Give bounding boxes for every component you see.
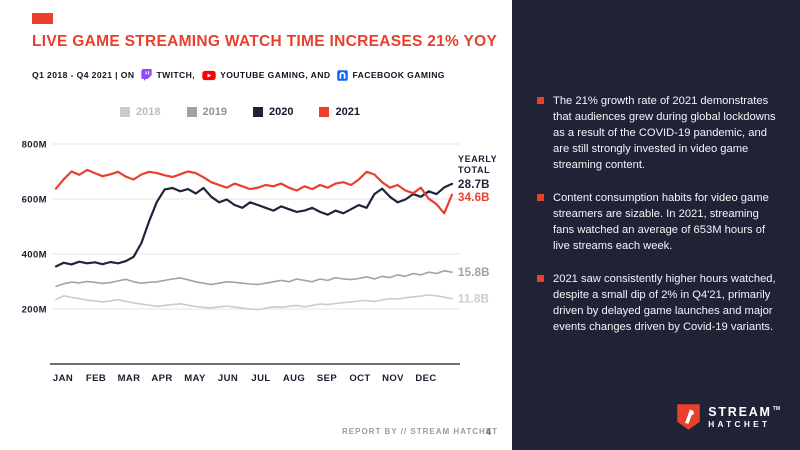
x-tick-label: JUL bbox=[251, 373, 270, 384]
y-tick-label: 800M bbox=[22, 140, 47, 151]
insight-text: Content consumption habits for video gam… bbox=[553, 192, 769, 253]
y-tick-label: 400M bbox=[22, 250, 47, 261]
logo-trademark: TM bbox=[772, 406, 780, 413]
youtube-icon bbox=[202, 70, 216, 81]
logo-text: STREAMTM HATCHET bbox=[708, 404, 780, 430]
legend-label: 2021 bbox=[335, 106, 360, 118]
platform-twitch: TWITCH, bbox=[141, 69, 195, 81]
brand-accent-chip bbox=[32, 13, 53, 24]
bullet-marker bbox=[537, 194, 544, 202]
insight-bullet: The 21% growth rate of 2021 demonstrates… bbox=[537, 93, 779, 173]
x-tick-label: MAR bbox=[118, 373, 141, 384]
subtitle: Q1 2018 - Q4 2021 | ON TWITCH, YOUTUBE G… bbox=[32, 69, 445, 81]
platform-label: FACEBOOK GAMING bbox=[352, 70, 445, 80]
x-tick-label: NOV bbox=[382, 373, 404, 384]
yearly-total-header: TOTAL bbox=[458, 165, 490, 175]
legend-item-2019: 2019 bbox=[186, 106, 227, 118]
yearly-total-2021: 34.6B bbox=[458, 192, 490, 204]
subtitle-prefix: Q1 2018 - Q4 2021 | ON bbox=[32, 70, 135, 80]
logo-line2: HATCHET bbox=[708, 419, 771, 430]
chart-canvas: 800M 600M 400M 200M JAN FEB MAR APR MAY JUN JUL AUG… bbox=[22, 140, 497, 385]
x-tick-label: MAY bbox=[184, 373, 206, 384]
stream-hatchet-logo: STREAMTM HATCHET bbox=[676, 403, 780, 431]
insight-text: The 21% growth rate of 2021 demonstrates… bbox=[553, 95, 776, 172]
report-by-footer: REPORT BY // STREAM HATCHET bbox=[342, 427, 499, 436]
platform-label: TWITCH, bbox=[156, 70, 196, 80]
legend-label: 2018 bbox=[136, 106, 161, 118]
insights-sidebar: The 21% growth rate of 2021 demonstrates… bbox=[512, 0, 800, 450]
series-line-2020 bbox=[54, 182, 454, 268]
hatchet-shield-icon bbox=[677, 404, 700, 430]
bullet-marker bbox=[537, 97, 544, 104]
x-tick-label: DEC bbox=[415, 373, 436, 384]
watch-time-chart: 800M 600M 400M 200M JAN FEB MAR APR MAY JUN JUL AUG… bbox=[18, 126, 497, 396]
insight-bullet: 2021 saw consistently higher hours watch… bbox=[537, 271, 779, 335]
platform-youtube: YOUTUBE GAMING, AND bbox=[202, 70, 330, 81]
twitch-icon bbox=[141, 69, 153, 81]
insight-text: 2021 saw consistently higher hours watch… bbox=[553, 273, 776, 334]
x-tick-label: AUG bbox=[283, 373, 305, 384]
legend-item-2020: 2020 bbox=[253, 106, 293, 118]
x-tick-label: SEP bbox=[317, 373, 337, 384]
legend-item-2018: 2018 bbox=[120, 106, 161, 118]
insight-list: The 21% growth rate of 2021 demonstrates… bbox=[537, 93, 779, 335]
page-number: 4 bbox=[486, 427, 492, 437]
legend-swatch-2018 bbox=[120, 107, 131, 117]
legend-swatch-2020 bbox=[253, 107, 263, 117]
series-line-2018 bbox=[55, 294, 453, 311]
series-line-2021 bbox=[54, 168, 454, 215]
series-line-2019 bbox=[55, 270, 453, 288]
yearly-total-2019: 15.8B bbox=[458, 267, 490, 279]
logo-line1: STREAMTM bbox=[708, 404, 780, 419]
x-tick-label: FEB bbox=[86, 373, 106, 384]
page-title: LIVE GAME STREAMING WATCH TIME INCREASES… bbox=[32, 33, 498, 50]
legend-swatch-2019 bbox=[186, 107, 197, 117]
x-tick-label: APR bbox=[151, 373, 172, 384]
legend-label: 2019 bbox=[202, 106, 227, 118]
yearly-total-2018: 11.8B bbox=[458, 294, 489, 306]
platform-facebook-gaming: FACEBOOK GAMING bbox=[337, 69, 445, 81]
insight-bullet: Content consumption habits for video gam… bbox=[537, 190, 779, 254]
yearly-total-header: YEARLY bbox=[458, 154, 496, 164]
x-tick-label: JAN bbox=[53, 373, 73, 384]
platform-label: YOUTUBE GAMING, AND bbox=[220, 70, 331, 80]
yearly-total-2020: 28.7B bbox=[458, 179, 490, 191]
x-tick-label: OCT bbox=[349, 373, 370, 384]
x-tick-label: JUN bbox=[218, 373, 238, 384]
chart-legend: 2018 2019 2020 2021 bbox=[30, 106, 450, 118]
legend-label: 2020 bbox=[269, 106, 294, 118]
legend-item-2021: 2021 bbox=[319, 106, 360, 118]
legend-swatch-2021 bbox=[319, 107, 330, 117]
facebook-gaming-icon bbox=[337, 69, 349, 81]
bullet-marker bbox=[537, 275, 544, 283]
y-tick-label: 600M bbox=[22, 195, 47, 206]
y-tick-label: 200M bbox=[22, 305, 47, 316]
